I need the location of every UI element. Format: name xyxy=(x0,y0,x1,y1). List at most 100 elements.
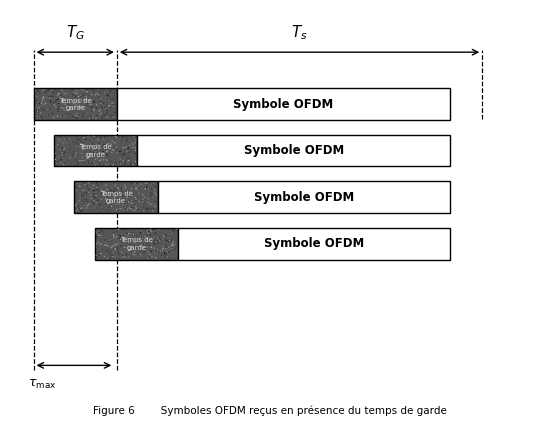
Point xyxy=(74,93,83,100)
Point xyxy=(134,239,143,245)
Point xyxy=(129,144,137,151)
Point xyxy=(73,110,82,117)
Point xyxy=(95,252,104,259)
Point xyxy=(54,96,63,103)
Point xyxy=(44,106,52,113)
Point xyxy=(90,200,99,207)
Point xyxy=(92,240,101,247)
Point xyxy=(60,136,69,143)
Point xyxy=(143,206,151,213)
Point xyxy=(62,156,70,163)
Point xyxy=(142,180,151,187)
Point xyxy=(49,114,57,121)
Point xyxy=(55,139,63,146)
Point xyxy=(111,246,120,253)
Point xyxy=(144,199,152,206)
Point xyxy=(121,201,130,208)
Point xyxy=(60,91,69,98)
Point xyxy=(74,98,83,105)
Point xyxy=(93,233,102,240)
Point xyxy=(116,135,124,141)
Point xyxy=(72,207,81,214)
Point xyxy=(60,112,69,118)
Point xyxy=(92,150,100,157)
Point xyxy=(151,239,160,246)
Point xyxy=(167,241,176,248)
Point xyxy=(105,240,113,247)
Point xyxy=(147,201,156,208)
Point xyxy=(35,100,44,107)
Point xyxy=(77,205,85,212)
Point xyxy=(131,248,139,255)
Text: $T_s$: $T_s$ xyxy=(291,23,308,42)
Point xyxy=(60,149,69,155)
Point xyxy=(102,105,110,112)
Point xyxy=(42,94,50,101)
Point xyxy=(45,95,54,102)
Point xyxy=(129,133,138,140)
Point xyxy=(37,100,46,106)
Point xyxy=(94,198,103,204)
Point xyxy=(143,231,152,238)
Point xyxy=(65,112,74,119)
Point xyxy=(82,204,91,211)
Point xyxy=(57,95,65,101)
Point xyxy=(110,190,119,197)
Point xyxy=(122,184,130,190)
Point xyxy=(93,161,102,167)
Point xyxy=(79,199,87,206)
Point xyxy=(78,154,86,161)
Point xyxy=(90,180,98,187)
Point xyxy=(111,109,119,116)
Text: Temps de: Temps de xyxy=(120,237,153,243)
Text: garde: garde xyxy=(126,245,146,251)
Point xyxy=(106,196,115,203)
Point xyxy=(141,245,150,252)
Point xyxy=(92,104,101,111)
Point xyxy=(103,197,111,204)
Point xyxy=(124,145,132,152)
Point xyxy=(151,240,160,247)
Point xyxy=(148,181,157,187)
Point xyxy=(99,151,108,158)
Point xyxy=(53,142,62,149)
Point xyxy=(94,140,103,147)
Point xyxy=(144,249,153,256)
Point xyxy=(102,156,110,163)
Point xyxy=(126,188,135,195)
Point xyxy=(72,143,80,150)
Point xyxy=(138,233,146,239)
Point xyxy=(61,160,70,167)
Point xyxy=(143,227,152,234)
Point xyxy=(116,187,124,194)
Point xyxy=(109,249,118,256)
Point xyxy=(51,86,59,93)
Point xyxy=(70,88,79,95)
Point xyxy=(153,250,161,257)
Point xyxy=(97,179,106,186)
Point xyxy=(97,134,105,141)
Point xyxy=(129,152,138,158)
Point xyxy=(57,97,66,104)
Point xyxy=(91,201,100,208)
Point xyxy=(84,153,92,160)
Point xyxy=(109,113,118,120)
Point xyxy=(120,160,129,167)
Point xyxy=(60,144,69,151)
Point xyxy=(133,207,142,213)
Point xyxy=(108,197,117,204)
Point xyxy=(62,107,71,114)
Point xyxy=(71,184,80,190)
Point xyxy=(112,144,121,151)
Point xyxy=(106,87,114,94)
Point xyxy=(131,203,140,210)
Point xyxy=(118,137,127,144)
Point xyxy=(72,112,80,118)
Point xyxy=(94,232,103,239)
Point xyxy=(146,206,154,213)
Point xyxy=(153,235,162,242)
Point xyxy=(121,184,130,191)
Point xyxy=(103,255,111,262)
Point xyxy=(115,232,124,239)
Point xyxy=(124,157,133,164)
